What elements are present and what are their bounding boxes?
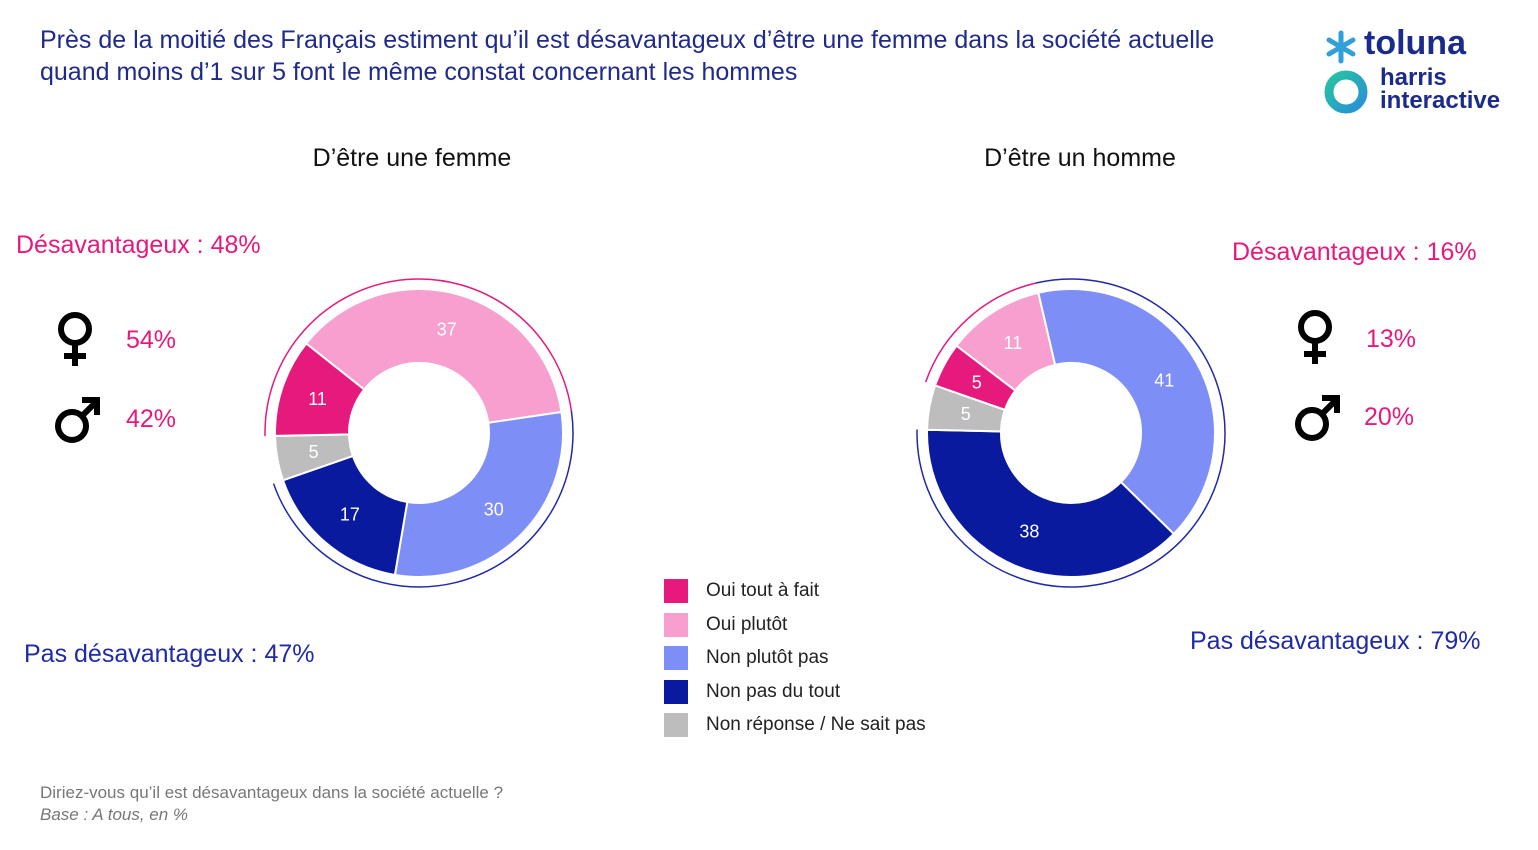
logo-harris-line2: interactive (1380, 87, 1501, 114)
donut-value-label-femme: 11 (308, 389, 327, 409)
logo-harris-line1: harris (1380, 64, 1447, 91)
bracket-arc-desavantageux-femme (264, 278, 573, 437)
donut-value-label-homme: 5 (961, 404, 971, 424)
logo-harris-text: harris interactive (1380, 64, 1501, 114)
asterisk-logo-icon (1326, 30, 1356, 64)
bracket-arc-pas-desavantageux-femme (272, 410, 574, 588)
page-title: Près de la moitié des Français estiment … (40, 26, 1215, 86)
donut-slice-homme-oui-tout-a-fait (933, 344, 1017, 412)
donut-value-label-femme: 17 (340, 505, 360, 525)
donut-slice-homme-non-pas-du-tout (926, 428, 1176, 578)
donut-value-label-homme: 38 (1019, 522, 1039, 542)
toluna-harris-logo: toluna harris interactive (1322, 24, 1522, 124)
legend-swatch (664, 679, 688, 704)
legend-label: Oui plutôt (706, 613, 788, 635)
legend-swatch (664, 612, 688, 637)
summary-pas-desavantageux-homme: Pas désavantageux : 79% (1190, 627, 1481, 655)
donut-slice-femme-non-pas-du-tout (281, 454, 409, 577)
donut-value-label-homme: 5 (972, 372, 982, 392)
donut-slice-femme-non-plutot-pas (393, 410, 564, 578)
donut-slice-femme-oui-tout-a-fait (274, 342, 366, 437)
male-value-femme: 42% (126, 405, 177, 433)
summary-desavantageux-femme: Désavantageux : 48% (16, 231, 261, 259)
male-value-homme: 20% (1364, 403, 1415, 431)
bracket-arc-desavantageux-homme (924, 282, 1037, 383)
female-value-homme: 13% (1366, 325, 1417, 353)
footnote-base: Base : A tous, en % (40, 805, 189, 824)
donut-value-label-femme: 37 (437, 320, 457, 340)
legend-swatch (664, 713, 688, 737)
legend-label: Non plutôt pas (706, 647, 829, 668)
summary-desavantageux-homme: Désavantageux : 16% (1232, 238, 1477, 266)
donut-slice-homme-non-plutot-pas (1037, 288, 1216, 536)
donut-value-label-femme: 5 (309, 442, 319, 462)
donut-value-label-homme: 11 (1004, 333, 1023, 353)
logo-toluna-text: toluna (1364, 24, 1466, 62)
chart-title-femme: D’être une femme (312, 144, 512, 172)
male-symbol-icon (55, 397, 100, 443)
summary-pas-desavantageux-femme: Pas désavantageux : 47% (24, 640, 315, 668)
footnote: Diriez-vous qu’il est désavantageux dans… (40, 782, 503, 826)
donut-slice-femme-oui-plutot (304, 288, 563, 424)
female-symbol-icon (1298, 310, 1332, 364)
legend-label: Oui tout à fait (706, 580, 820, 601)
donut-value-label-homme: 41 (1154, 371, 1174, 391)
female-symbol-icon (58, 312, 92, 366)
bracket-arc-pas-desavantageux-homme (916, 278, 1226, 588)
donut-value-label-femme: 30 (484, 499, 504, 519)
legend-label: Non pas du tout (706, 680, 841, 702)
female-value-femme: 54% (126, 326, 177, 354)
male-symbol-icon (1295, 395, 1340, 441)
legend-swatch (664, 646, 688, 670)
chart-title-homme: D’être un homme (984, 144, 1176, 172)
ring-logo-icon (1324, 70, 1368, 114)
legend-label: Non réponse / Ne sait pas (706, 714, 926, 735)
footnote-question: Diriez-vous qu’il est désavantageux dans… (40, 783, 504, 802)
legend-swatch (664, 579, 688, 603)
